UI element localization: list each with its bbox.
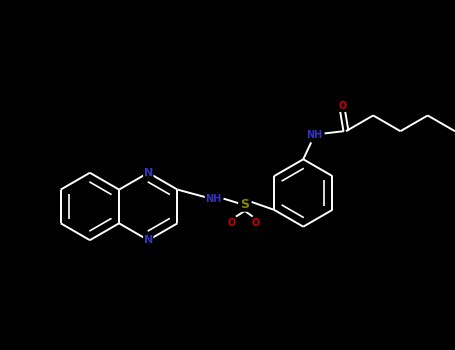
Text: O: O [339,102,347,111]
Text: NH: NH [306,130,323,140]
Text: S: S [240,198,249,211]
Text: N: N [144,235,153,245]
Text: NH: NH [205,194,222,204]
Text: O: O [252,218,260,228]
Text: N: N [144,168,153,178]
Text: O: O [227,218,236,228]
